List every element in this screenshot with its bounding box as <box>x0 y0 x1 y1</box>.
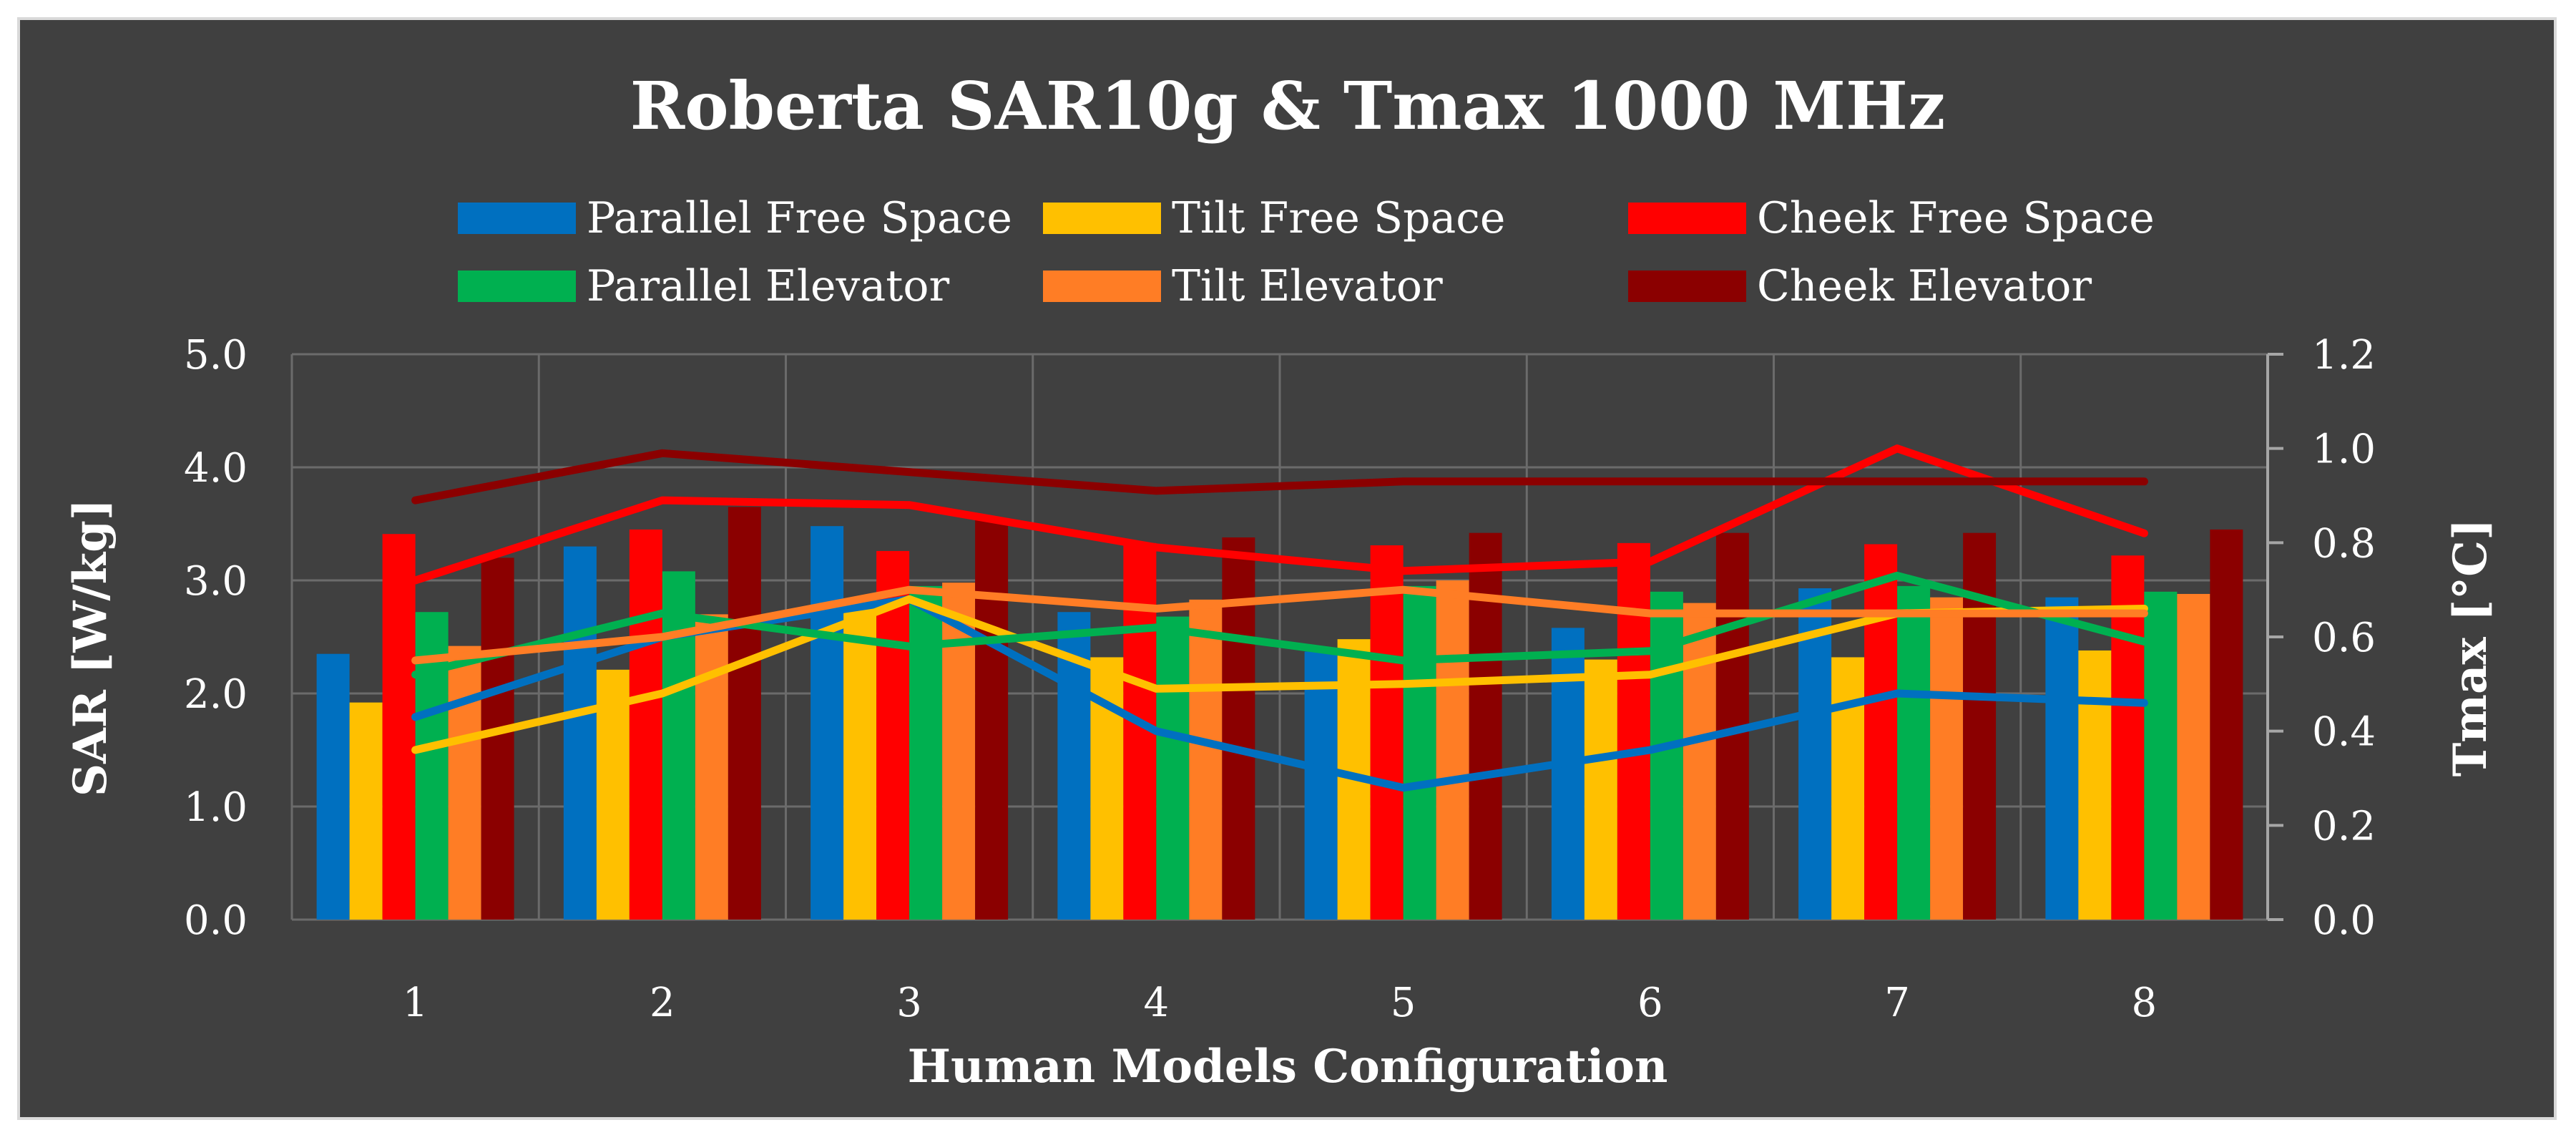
legend-label: Cheek Free Space <box>1757 193 2155 243</box>
bar <box>695 614 728 920</box>
bar <box>1798 588 1832 920</box>
y2-tick-label: 1.0 <box>2312 427 2376 473</box>
bar <box>1222 537 1255 920</box>
y-tick-label: 4.0 <box>184 445 248 492</box>
y2-tick-label: 0.8 <box>2312 520 2376 567</box>
bar <box>1683 603 1716 920</box>
x-tick-label: 1 <box>403 980 428 1026</box>
bar <box>1551 628 1585 920</box>
legend-label: Tilt Free Space <box>1172 193 1505 243</box>
x-axis-title: Human Models Configuration <box>908 1040 1668 1093</box>
y-tick-label: 2.0 <box>184 671 248 718</box>
bar <box>1469 532 1502 920</box>
y2-tick-label: 1.2 <box>2312 332 2376 379</box>
bar <box>1403 585 1436 920</box>
bar <box>2177 593 2210 920</box>
bar <box>843 599 877 920</box>
y2-tick-label: 0.6 <box>2312 615 2376 661</box>
bar <box>810 526 844 920</box>
bar <box>728 507 761 920</box>
legend-swatch <box>1628 271 1746 302</box>
x-tick-label: 8 <box>2132 980 2158 1026</box>
bar <box>448 645 481 920</box>
y-tick-label: 5.0 <box>184 332 248 379</box>
legend-swatch <box>1043 271 1161 302</box>
bar <box>975 518 1009 920</box>
bar <box>316 653 350 920</box>
x-tick-label: 7 <box>1884 980 1910 1026</box>
bar <box>481 557 514 920</box>
legend-label: Tilt Elevator <box>1172 261 1443 311</box>
bar <box>382 534 416 920</box>
legend-swatch <box>458 271 576 302</box>
series-line <box>411 595 2148 754</box>
bar <box>1304 651 1338 920</box>
y-tick-label: 3.0 <box>184 558 248 605</box>
legend-swatch <box>1628 203 1746 234</box>
bar <box>2210 529 2243 920</box>
bar <box>349 702 383 920</box>
legend-swatch <box>458 203 576 234</box>
series-line <box>411 585 2148 665</box>
y2-tick-label: 0.0 <box>2312 897 2376 944</box>
y2-axis-title: Tmax [°C] <box>2444 519 2497 777</box>
bar <box>1436 580 1469 920</box>
y2-tick-label: 0.4 <box>2312 709 2376 756</box>
bar <box>909 585 943 920</box>
bar <box>1930 597 1964 920</box>
y-axis-title: SAR [W/kg] <box>64 499 117 796</box>
y-tick-label: 1.0 <box>184 784 248 831</box>
x-tick-label: 3 <box>896 980 922 1026</box>
x-tick-label: 6 <box>1637 980 1663 1026</box>
bar <box>1189 599 1223 920</box>
lines <box>411 444 2148 792</box>
legend-label: Cheek Elevator <box>1757 261 2092 311</box>
legend-label: Parallel Free Space <box>587 193 1012 243</box>
bar <box>2144 591 2178 920</box>
legend-label: Parallel Elevator <box>587 261 949 311</box>
bar <box>1864 544 1898 920</box>
x-tick-label: 5 <box>1391 980 1416 1026</box>
bar <box>1584 659 1617 920</box>
axes: 0.0 1.0 2.0 3.0 4.0 5.0 0.0 0.2 0.4 0.6 0.8 1.0 1.2 1… <box>184 332 2376 1026</box>
bar <box>563 546 597 920</box>
x-tick-label: 4 <box>1144 980 1170 1026</box>
legend-swatch <box>1043 203 1161 234</box>
series-line <box>411 449 2148 505</box>
bar <box>1370 545 1404 920</box>
x-tick-label: 2 <box>650 980 675 1026</box>
bar <box>629 529 662 920</box>
series-line <box>411 571 2148 679</box>
bar <box>1831 657 1865 920</box>
bar <box>662 571 695 920</box>
series-line <box>411 444 2148 585</box>
y-tick-label: 0.0 <box>184 897 248 944</box>
bar <box>2045 597 2079 920</box>
chart-title: Roberta SAR10g & Tmax 1000 MHz <box>630 67 1945 145</box>
bar <box>1617 542 1650 920</box>
legend: Parallel Free Space Tilt Free Space Cheek … <box>458 193 2155 311</box>
bar <box>2078 650 2112 920</box>
bar <box>596 669 630 920</box>
bar <box>1897 585 1931 920</box>
bar <box>1156 616 1190 920</box>
y2-tick-label: 0.2 <box>2312 803 2376 849</box>
